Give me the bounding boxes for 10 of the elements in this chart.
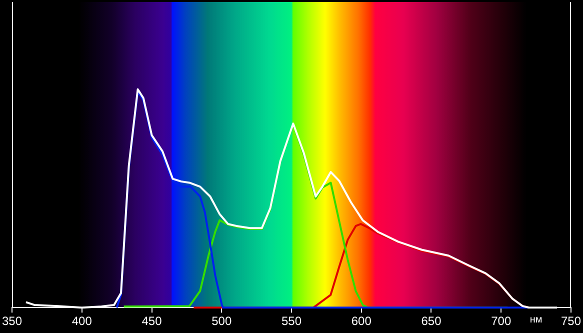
x-tick-label: 700 xyxy=(491,314,512,328)
x-tick-label: 450 xyxy=(142,314,162,328)
x-tick-label: 350 xyxy=(2,314,22,328)
x-tick-label: 750 xyxy=(560,314,582,328)
x-tick-label: 650 xyxy=(421,314,442,328)
x-tick-label: 500 xyxy=(212,314,232,328)
x-tick-label: 600 xyxy=(351,314,372,328)
x-tick-label: 550 xyxy=(281,314,302,328)
x-axis-title: нм xyxy=(530,314,542,326)
x-tick-label: 400 xyxy=(72,314,92,328)
